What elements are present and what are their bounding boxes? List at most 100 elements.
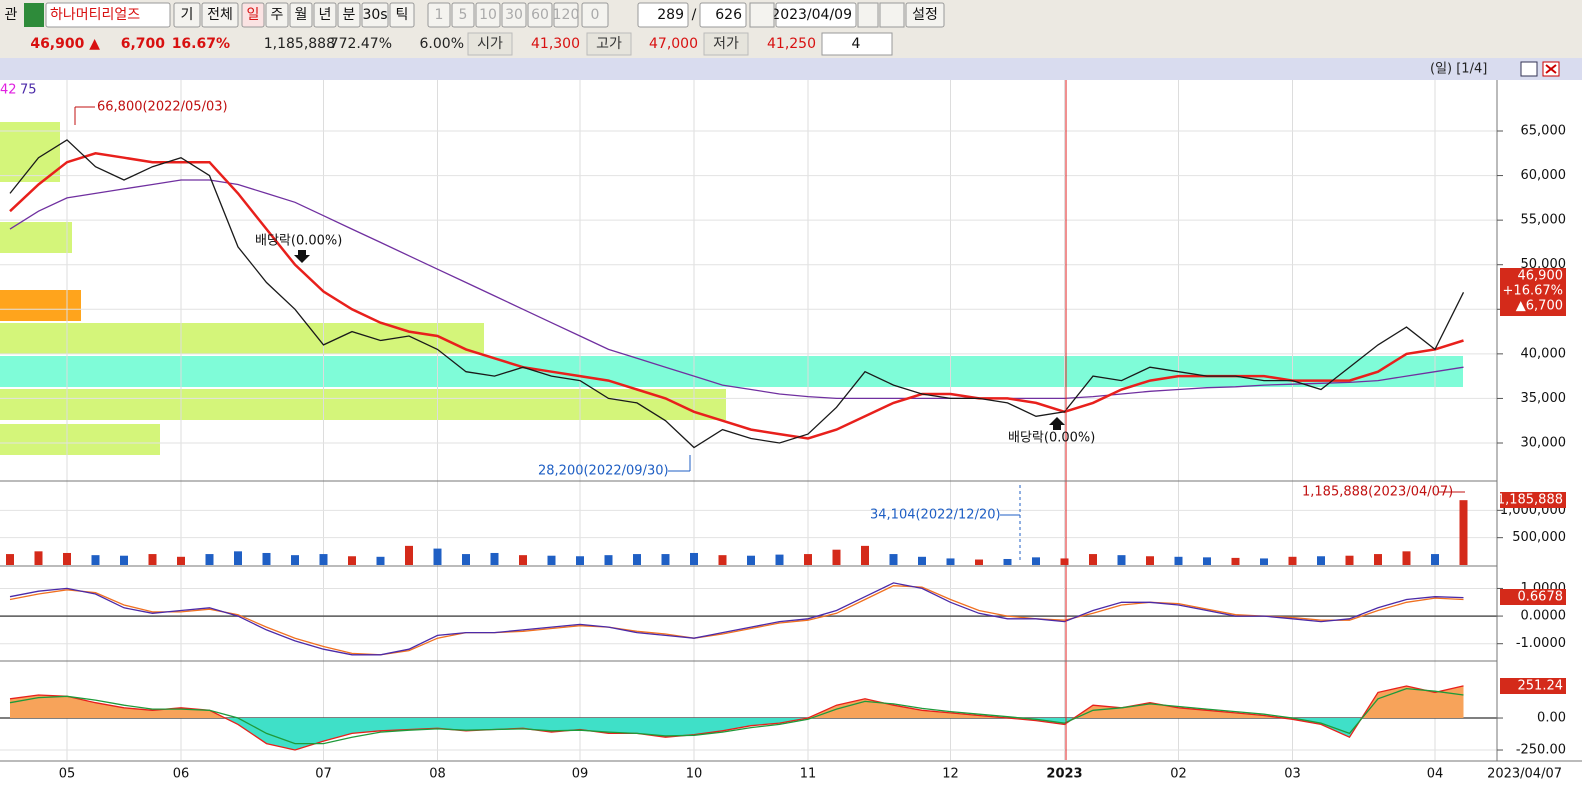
value-tag xyxy=(1500,268,1566,316)
value-tag xyxy=(1500,492,1566,508)
volume-bar xyxy=(1459,500,1468,565)
volume-bar xyxy=(1345,555,1354,565)
toolbar-button[interactable] xyxy=(581,2,609,28)
quote-field: 41,250 xyxy=(767,36,816,52)
volume-bar xyxy=(604,555,613,565)
volume-bar xyxy=(1117,555,1126,565)
x-tick-label: 06 xyxy=(173,767,190,782)
annotation: 배당락(0.00%) xyxy=(255,234,342,249)
volume-bar xyxy=(1402,551,1411,565)
volume-bar xyxy=(718,555,727,565)
volume-bar xyxy=(1174,556,1183,565)
value-tag-text: 251.24 xyxy=(1518,679,1564,694)
panel-borders xyxy=(0,80,1582,762)
volume-bar xyxy=(889,554,898,565)
annotation: 배당락(0.00%) xyxy=(1008,431,1095,446)
toolbar-label: 60 xyxy=(531,7,549,23)
toolbar-label: 5 xyxy=(459,7,468,23)
toolbar-button[interactable] xyxy=(475,2,501,28)
x-tick-label: 04 xyxy=(1427,767,1444,782)
volume-bar xyxy=(1203,557,1211,565)
series-line xyxy=(9,585,1464,656)
toolbar-label: 626 xyxy=(715,7,742,23)
volume-bar xyxy=(661,554,670,565)
volume-bar xyxy=(1374,554,1382,565)
series-line xyxy=(9,179,1464,400)
toolbar-button[interactable] xyxy=(451,2,475,28)
dropdown-button[interactable] xyxy=(857,2,879,28)
toolbar-label: 30s xyxy=(362,7,387,23)
quote-field: 6,700 xyxy=(121,36,166,52)
x-tick-label: 08 xyxy=(429,767,446,782)
toolbar-label: 분 xyxy=(343,7,356,23)
select[interactable] xyxy=(821,32,893,56)
toolbar-label: / xyxy=(692,7,697,23)
toolbar-button[interactable] xyxy=(289,2,313,28)
x-tick-label: 07 xyxy=(315,767,332,782)
area-negative xyxy=(10,718,1464,750)
value-tag-text: ▲6,700 xyxy=(1516,299,1563,314)
toolbar-button[interactable] xyxy=(361,2,389,28)
x-tick-label: 10 xyxy=(686,767,703,782)
field-label-bg xyxy=(467,32,513,56)
chart-header-bar xyxy=(0,58,1582,80)
x-tick-label: 2023 xyxy=(1046,767,1082,782)
toolbar-button[interactable] xyxy=(201,2,239,28)
stock-icon xyxy=(24,3,44,27)
text-input[interactable] xyxy=(699,2,747,28)
value-tag xyxy=(1500,678,1566,694)
quote-field: 4 xyxy=(852,36,861,52)
toolbar-label: 하나머티리얼즈 xyxy=(50,7,140,23)
volume-bar xyxy=(547,555,556,565)
y-tick-label: -1.0000 xyxy=(1516,636,1566,651)
toolbar-button[interactable] xyxy=(389,2,415,28)
toolbar-button[interactable] xyxy=(427,2,451,28)
volume-bar xyxy=(490,552,499,565)
toolbar-button[interactable] xyxy=(173,2,201,28)
icon-button[interactable] xyxy=(879,2,905,28)
volume-bar xyxy=(804,554,812,565)
volume-bar xyxy=(376,556,385,565)
text-input[interactable] xyxy=(775,2,857,28)
toolbar-button[interactable] xyxy=(313,2,337,28)
toolbar-button[interactable] xyxy=(501,2,527,28)
quote-field: 41,300 xyxy=(531,36,580,52)
toolbar-button[interactable] xyxy=(553,2,579,28)
x-tick-label: 09 xyxy=(572,767,589,782)
x-tick-label: 02 xyxy=(1170,767,1187,782)
toolbar-button[interactable] xyxy=(905,2,945,28)
annotation: 28,200(2022/09/30) xyxy=(538,464,669,479)
volume-bar xyxy=(633,554,641,565)
legend-entry: 42 xyxy=(0,83,17,98)
quote-field: 772.47% xyxy=(330,36,392,52)
quote-field: 46,900 ▲ xyxy=(30,36,100,52)
series-line xyxy=(9,139,1465,449)
y-tick-label: 65,000 xyxy=(1521,123,1567,138)
x-tick-label: 11 xyxy=(800,767,817,782)
series-line xyxy=(9,687,1464,745)
x-tick-label: 05 xyxy=(59,767,76,782)
volume-bar xyxy=(120,555,128,565)
text-input[interactable] xyxy=(45,2,171,28)
volume-bar xyxy=(291,555,299,565)
quote-field: 저가 xyxy=(713,36,739,52)
toolbar-label: 30 xyxy=(505,7,523,23)
arrow-down xyxy=(294,250,310,263)
toolbar-button[interactable] xyxy=(241,2,265,28)
chart-header: (일) [1/4] xyxy=(1430,62,1487,77)
toolbar-button[interactable] xyxy=(527,2,553,28)
toolbar-button[interactable] xyxy=(265,2,289,28)
volume-bar xyxy=(1060,558,1069,565)
toolbar-label: 틱 xyxy=(396,7,409,23)
icon-button[interactable] xyxy=(749,2,775,28)
toolbar-button[interactable] xyxy=(337,2,361,28)
toolbar-label: 관 xyxy=(5,7,18,23)
volume-bar xyxy=(91,555,100,565)
volume-bar xyxy=(262,552,271,565)
text-input[interactable] xyxy=(637,2,689,28)
volume-bar xyxy=(177,556,185,565)
volume-bar xyxy=(1146,556,1154,565)
toolbar-label: 년 xyxy=(319,7,332,23)
window-button[interactable] xyxy=(1520,61,1538,77)
